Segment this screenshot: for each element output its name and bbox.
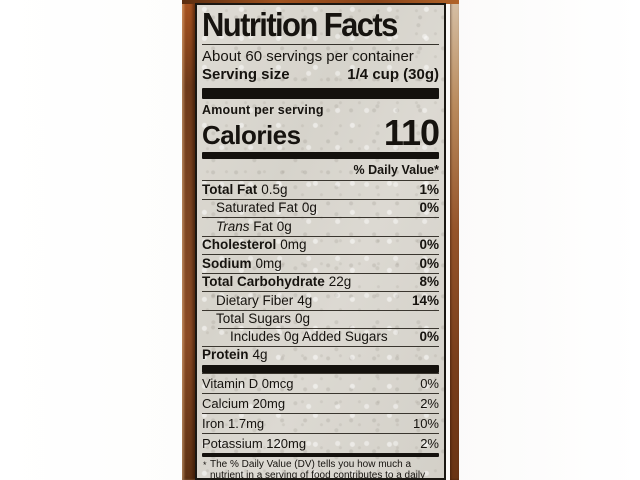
daily-value-header: % Daily Value* [353,163,439,177]
title-rule [202,44,439,45]
nutrient-row-total-fat: Total Fat 0.5g 1% [202,180,439,197]
footnote-asterisk: * [203,460,207,470]
calories-value: 110 [383,112,440,153]
package-edge-left [182,0,195,480]
nutrient-row-added-sugars: Includes 0g Added Sugars 0% [202,328,439,346]
nutrition-facts-label: Nutrition Facts About 60 servings per co… [195,3,446,480]
separator-bar-thick [202,88,439,99]
vitamin-row-calcium: Calcium 20mg 2% [202,393,439,413]
nutrient-row-protein: Protein 4g [202,345,439,365]
nutrient-row-sodium: Sodium 0mg 0% [202,254,439,271]
nutrient-row-dietary-fiber: Dietary Fiber 4g 14% [202,291,439,310]
calories-row: Calories 110 [202,112,440,153]
label-title: Nutrition Facts [202,5,398,44]
separator-bar-medium [202,152,439,159]
nutrient-row-saturated-fat: Saturated Fat 0g 0% [202,198,439,218]
servings-per-container: About 60 servings per container [202,48,414,65]
separator-bar-footnote [202,453,439,457]
daily-value-footnote: * The % Daily Value (DV) tells you how m… [202,457,439,480]
calories-label: Calories [202,120,301,150]
serving-size-label: Serving size [202,66,290,83]
nutrient-row-cholesterol: Cholesterol 0mg 0% [202,235,439,252]
vitamin-row-iron: Iron 1.7mg 10% [202,413,439,433]
serving-size-row: Serving size 1/4 cup (30g) [202,66,439,88]
package-edge-top [182,0,459,4]
amount-per-serving: Amount per serving [202,103,324,117]
separator-bar-thick2 [202,365,439,373]
nutrient-row-total-carbohydrate: Total Carbohydrate 22g 8% [202,272,439,289]
serving-size-value: 1/4 cup (30g) [347,66,439,83]
package-edge-right [450,0,459,480]
vitamin-row-potassium: Potassium 120mg 2% [202,433,439,453]
footnote-text: The % Daily Value (DV) tells you how muc… [210,459,426,480]
vitamin-row-vitamin-d: Vitamin D 0mcg 0% [202,373,439,393]
nutrient-row-total-sugars: Total Sugars 0g [202,309,439,329]
nutrient-row-trans-fat: Trans Fat 0g [202,217,439,236]
